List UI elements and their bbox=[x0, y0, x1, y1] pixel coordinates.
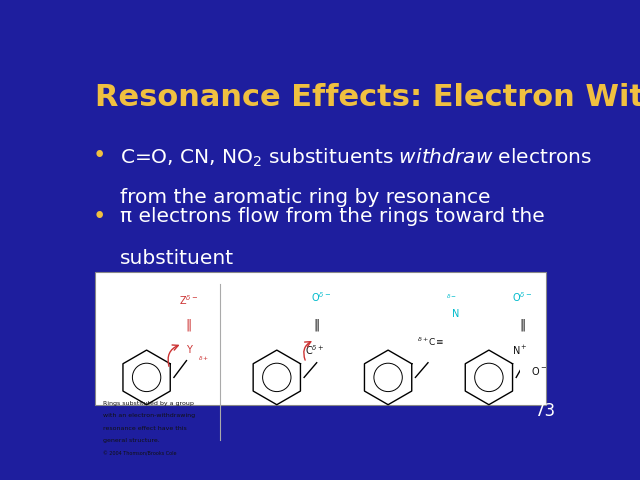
Text: •: • bbox=[92, 205, 106, 228]
Text: substituent: substituent bbox=[120, 249, 234, 268]
Text: •: • bbox=[92, 144, 106, 168]
Text: π electrons flow from the rings toward the: π electrons flow from the rings toward t… bbox=[120, 207, 545, 226]
Text: $^{\delta-}$: $^{\delta-}$ bbox=[445, 293, 457, 302]
Text: from the aromatic ring by resonance: from the aromatic ring by resonance bbox=[120, 188, 490, 207]
FancyBboxPatch shape bbox=[95, 272, 547, 405]
Text: ‖: ‖ bbox=[186, 318, 192, 331]
Text: 73: 73 bbox=[535, 402, 556, 420]
Text: N: N bbox=[452, 310, 459, 319]
Text: © 2004 Thomson/Brooks Cole: © 2004 Thomson/Brooks Cole bbox=[102, 451, 176, 456]
Text: O$^{\delta-}$: O$^{\delta-}$ bbox=[513, 291, 532, 304]
Text: Y: Y bbox=[186, 345, 191, 355]
Text: C=O, CN, NO$_2$ substituents $\it{withdraw}$ electrons: C=O, CN, NO$_2$ substituents $\it{withdr… bbox=[120, 146, 592, 168]
Text: resonance effect have this: resonance effect have this bbox=[102, 426, 186, 431]
Text: $_{\delta+}$: $_{\delta+}$ bbox=[198, 354, 209, 363]
Text: O$^{\delta-}$: O$^{\delta-}$ bbox=[311, 291, 331, 304]
Text: ‖: ‖ bbox=[314, 318, 320, 331]
Text: N$^+$: N$^+$ bbox=[512, 344, 527, 357]
Text: with an electron-withdrawing: with an electron-withdrawing bbox=[102, 413, 195, 418]
Text: general structure.: general structure. bbox=[102, 438, 159, 444]
Text: Rings substituted by a group: Rings substituted by a group bbox=[102, 400, 193, 406]
Text: C$^{\delta+}$: C$^{\delta+}$ bbox=[305, 343, 324, 357]
Text: O$^-$: O$^-$ bbox=[531, 365, 547, 377]
Text: $^{\delta+}$C≡: $^{\delta+}$C≡ bbox=[417, 336, 444, 348]
Text: Z$^{\delta-}$: Z$^{\delta-}$ bbox=[179, 293, 198, 307]
Text: ‖: ‖ bbox=[520, 318, 525, 331]
Text: Resonance Effects: Electron Withdrawal: Resonance Effects: Electron Withdrawal bbox=[95, 84, 640, 112]
